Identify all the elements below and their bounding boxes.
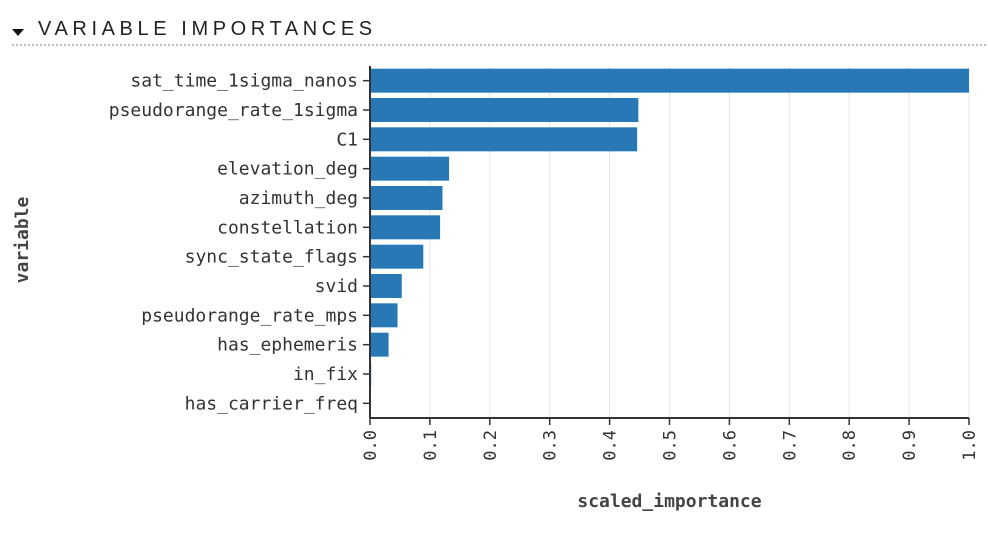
category-label: sat_time_1sigma_nanos — [130, 71, 358, 92]
category-label: pseudorange_rate_1sigma — [109, 100, 358, 121]
category-label: azimuth_deg — [239, 188, 358, 209]
category-label: has_carrier_freq — [185, 393, 358, 414]
x-tick-label: 0.1 — [421, 430, 441, 461]
category-label: constellation — [217, 217, 358, 238]
category-label: sync_state_flags — [185, 247, 358, 268]
section-header[interactable]: VARIABLE IMPORTANCES — [12, 14, 986, 46]
bar[interactable] — [370, 303, 398, 328]
x-tick-label: 0.5 — [661, 430, 681, 461]
x-tick-label: 0.7 — [780, 430, 800, 461]
x-axis-title: scaled_importance — [577, 491, 761, 512]
caret-down-icon[interactable] — [12, 29, 24, 36]
bars — [370, 68, 969, 416]
bar[interactable] — [370, 186, 443, 210]
x-axis-ticks: 0.0 0.1 0.2 0.3 0.4 0.5 0.6 0.7 0.8 0.9 1.0 — [361, 418, 980, 461]
category-label: C1 — [336, 129, 358, 150]
x-tick-label: 1.0 — [960, 430, 980, 461]
category-label: has_ephemeris — [217, 335, 358, 356]
category-label: svid — [315, 276, 358, 297]
x-tick-label: 0.8 — [840, 430, 860, 461]
x-tick-label: 0.0 — [361, 430, 381, 461]
x-tick-label: 0.2 — [481, 430, 501, 461]
bar[interactable] — [370, 215, 441, 240]
category-labels: sat_time_1sigma_nanos pseudorange_rate_1s… — [109, 71, 370, 414]
x-tick-label: 0.9 — [900, 430, 920, 461]
bar[interactable] — [370, 244, 424, 269]
bar[interactable] — [370, 127, 638, 152]
bar[interactable] — [370, 274, 402, 298]
bar[interactable] — [370, 332, 389, 357]
category-label: pseudorange_rate_mps — [141, 305, 358, 326]
y-axis-title: variable — [12, 196, 33, 283]
bar[interactable] — [370, 156, 450, 181]
category-label: in_fix — [293, 364, 358, 385]
x-tick-label: 0.3 — [541, 430, 561, 461]
bar[interactable] — [370, 68, 969, 93]
x-tick-label: 0.4 — [601, 430, 621, 461]
x-tick-label: 0.6 — [720, 430, 740, 461]
section-title: VARIABLE IMPORTANCES — [38, 18, 377, 40]
category-label: elevation_deg — [217, 159, 358, 180]
grid-lines — [369, 66, 970, 418]
bar[interactable] — [370, 98, 639, 122]
